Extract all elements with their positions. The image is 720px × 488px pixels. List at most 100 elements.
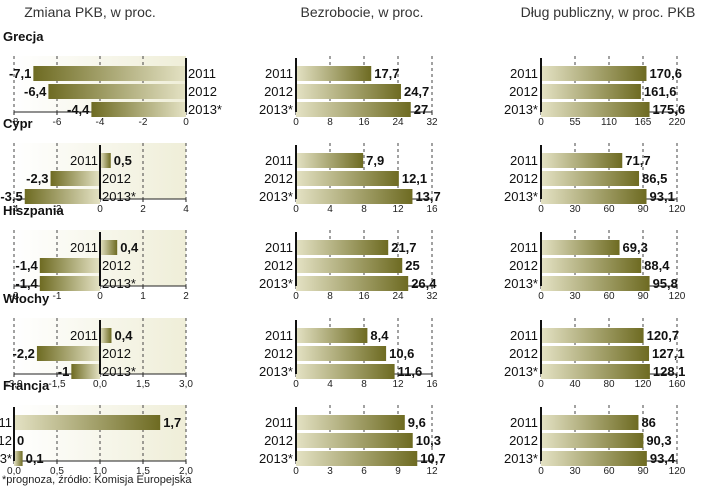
gdp-year-label: 2011 — [0, 415, 12, 430]
gdp-value-label: -1 — [58, 364, 70, 379]
debt-year-label: 2013* — [504, 451, 538, 466]
debt-value-label: 161,6 — [644, 84, 677, 99]
unemployment-value-label: 10,6 — [389, 346, 414, 361]
debt-value-label: 120,7 — [647, 328, 680, 343]
unemployment-tick-label: 9 — [395, 466, 401, 477]
unemployment-tick-label: 12 — [392, 204, 404, 215]
gdp-year-label: 2012 — [102, 171, 131, 186]
unemployment-year-label: 2012 — [264, 258, 293, 273]
title-gdp-change: Zmiana PKB, w proc. — [24, 4, 156, 20]
debt-year-label: 2012 — [509, 433, 538, 448]
title-unemployment: Bezrobocie, w proc. — [301, 4, 424, 20]
unemployment-value-label: 10,3 — [416, 433, 441, 448]
gdp-value-label: 0 — [17, 433, 24, 448]
gdp-tick-label: -1,5 — [48, 379, 66, 390]
gdp-bar — [39, 276, 100, 291]
gdp-bar — [91, 102, 186, 117]
debt-year-label: 2011 — [510, 66, 538, 81]
unemployment-tick-label: 12 — [392, 379, 404, 390]
unemployment-tick-label: 32 — [426, 291, 438, 302]
unemployment-tick-label: 8 — [327, 117, 333, 128]
gdp-tick-label: 0,5 — [50, 466, 64, 477]
unemployment-year-label: 2012 — [264, 346, 293, 361]
debt-tick-label: 60 — [603, 204, 615, 215]
gdp-tick-label: 1,5 — [136, 379, 150, 390]
gdp-bar — [100, 153, 111, 168]
debt-year-label: 2013* — [504, 189, 538, 204]
unemployment-year-label: 2013* — [259, 451, 293, 466]
gdp-tick-label: -4 — [10, 204, 19, 215]
gdp-bar — [100, 328, 112, 343]
debt-tick-label: 120 — [635, 379, 652, 390]
gdp-bar — [14, 415, 161, 430]
unemployment-value-label: 17,7 — [374, 66, 399, 81]
unemployment-year-label: 2013* — [259, 276, 293, 291]
debt-year-label: 2012 — [509, 171, 538, 186]
debt-year-label: 2013* — [504, 364, 538, 379]
unemployment-year-label: 2011 — [265, 66, 293, 81]
gdp-tick-label: 2 — [140, 204, 146, 215]
debt-year-label: 2012 — [509, 84, 538, 99]
gdp-year-label: 2011 — [70, 240, 98, 255]
gdp-value-label: 0,4 — [114, 328, 133, 343]
unemployment-value-label: 12,1 — [402, 171, 427, 186]
unemployment-value-label: 24,7 — [404, 84, 429, 99]
unemployment-bar — [296, 240, 389, 255]
country-panel: Grecja -8 -6 -4 -2 0 -7,1 2011 -6,4 2012 -4,4 2013*… — [3, 29, 686, 128]
unemployment-value-label: 8,4 — [370, 328, 389, 343]
unemployment-year-label: 2011 — [265, 153, 293, 168]
unemployment-year-label: 2013* — [259, 102, 293, 117]
gdp-value-label: -4,4 — [67, 102, 90, 117]
debt-tick-label: 220 — [669, 117, 686, 128]
unemployment-tick-label: 0 — [293, 291, 299, 302]
gdp-year-label: 2013* — [102, 189, 136, 204]
debt-bar — [541, 258, 642, 273]
gdp-bar — [36, 346, 100, 361]
debt-year-label: 2013* — [504, 102, 538, 117]
gdp-tick-label: -6 — [53, 117, 62, 128]
debt-tick-label: 40 — [569, 379, 581, 390]
debt-bar — [541, 328, 644, 343]
gdp-year-label: 2011 — [70, 153, 98, 168]
debt-value-label: 71,7 — [625, 153, 650, 168]
debt-value-label: 128,1 — [653, 364, 686, 379]
unemployment-tick-label: 16 — [426, 379, 438, 390]
gdp-year-label: 2012 — [102, 346, 131, 361]
debt-tick-label: 60 — [603, 291, 615, 302]
debt-bar — [541, 66, 647, 81]
debt-bar — [541, 102, 650, 117]
debt-value-label: 93,1 — [650, 189, 675, 204]
debt-tick-label: 90 — [637, 466, 649, 477]
unemployment-value-label: 21,7 — [391, 240, 416, 255]
gdp-tick-label: 2 — [183, 291, 189, 302]
gdp-tick-label: 1,5 — [136, 466, 150, 477]
debt-tick-label: 30 — [569, 466, 581, 477]
debt-value-label: 170,6 — [649, 66, 682, 81]
unemployment-tick-label: 0 — [293, 466, 299, 477]
footnote: *prognoza, źródło: Komisja Europejska — [2, 474, 192, 486]
debt-tick-label: 30 — [569, 204, 581, 215]
debt-tick-label: 165 — [635, 117, 652, 128]
debt-tick-label: 110 — [601, 117, 617, 128]
unemployment-year-label: 2012 — [264, 171, 293, 186]
debt-value-label: 90,3 — [646, 433, 671, 448]
gdp-year-label: 2013* — [188, 102, 222, 117]
gdp-value-label: -2,3 — [26, 171, 48, 186]
country-label: Włochy — [3, 291, 50, 306]
debt-tick-label: 0 — [538, 117, 544, 128]
unemployment-tick-label: 3 — [327, 466, 333, 477]
debt-tick-label: 0 — [538, 379, 544, 390]
unemployment-bar — [296, 171, 399, 186]
unemployment-bar — [296, 276, 409, 291]
unemployment-tick-label: 8 — [361, 379, 367, 390]
unemployment-bar — [296, 84, 401, 99]
gdp-year-label: 2013* — [102, 276, 136, 291]
unemployment-year-label: 2012 — [264, 84, 293, 99]
debt-tick-label: 80 — [603, 379, 615, 390]
gdp-tick-label: 0,0 — [93, 379, 107, 390]
country-label: Hiszpania — [3, 203, 64, 218]
gdp-value-label: -7,1 — [9, 66, 31, 81]
unemployment-bar — [296, 102, 411, 117]
unemployment-tick-label: 24 — [392, 291, 404, 302]
